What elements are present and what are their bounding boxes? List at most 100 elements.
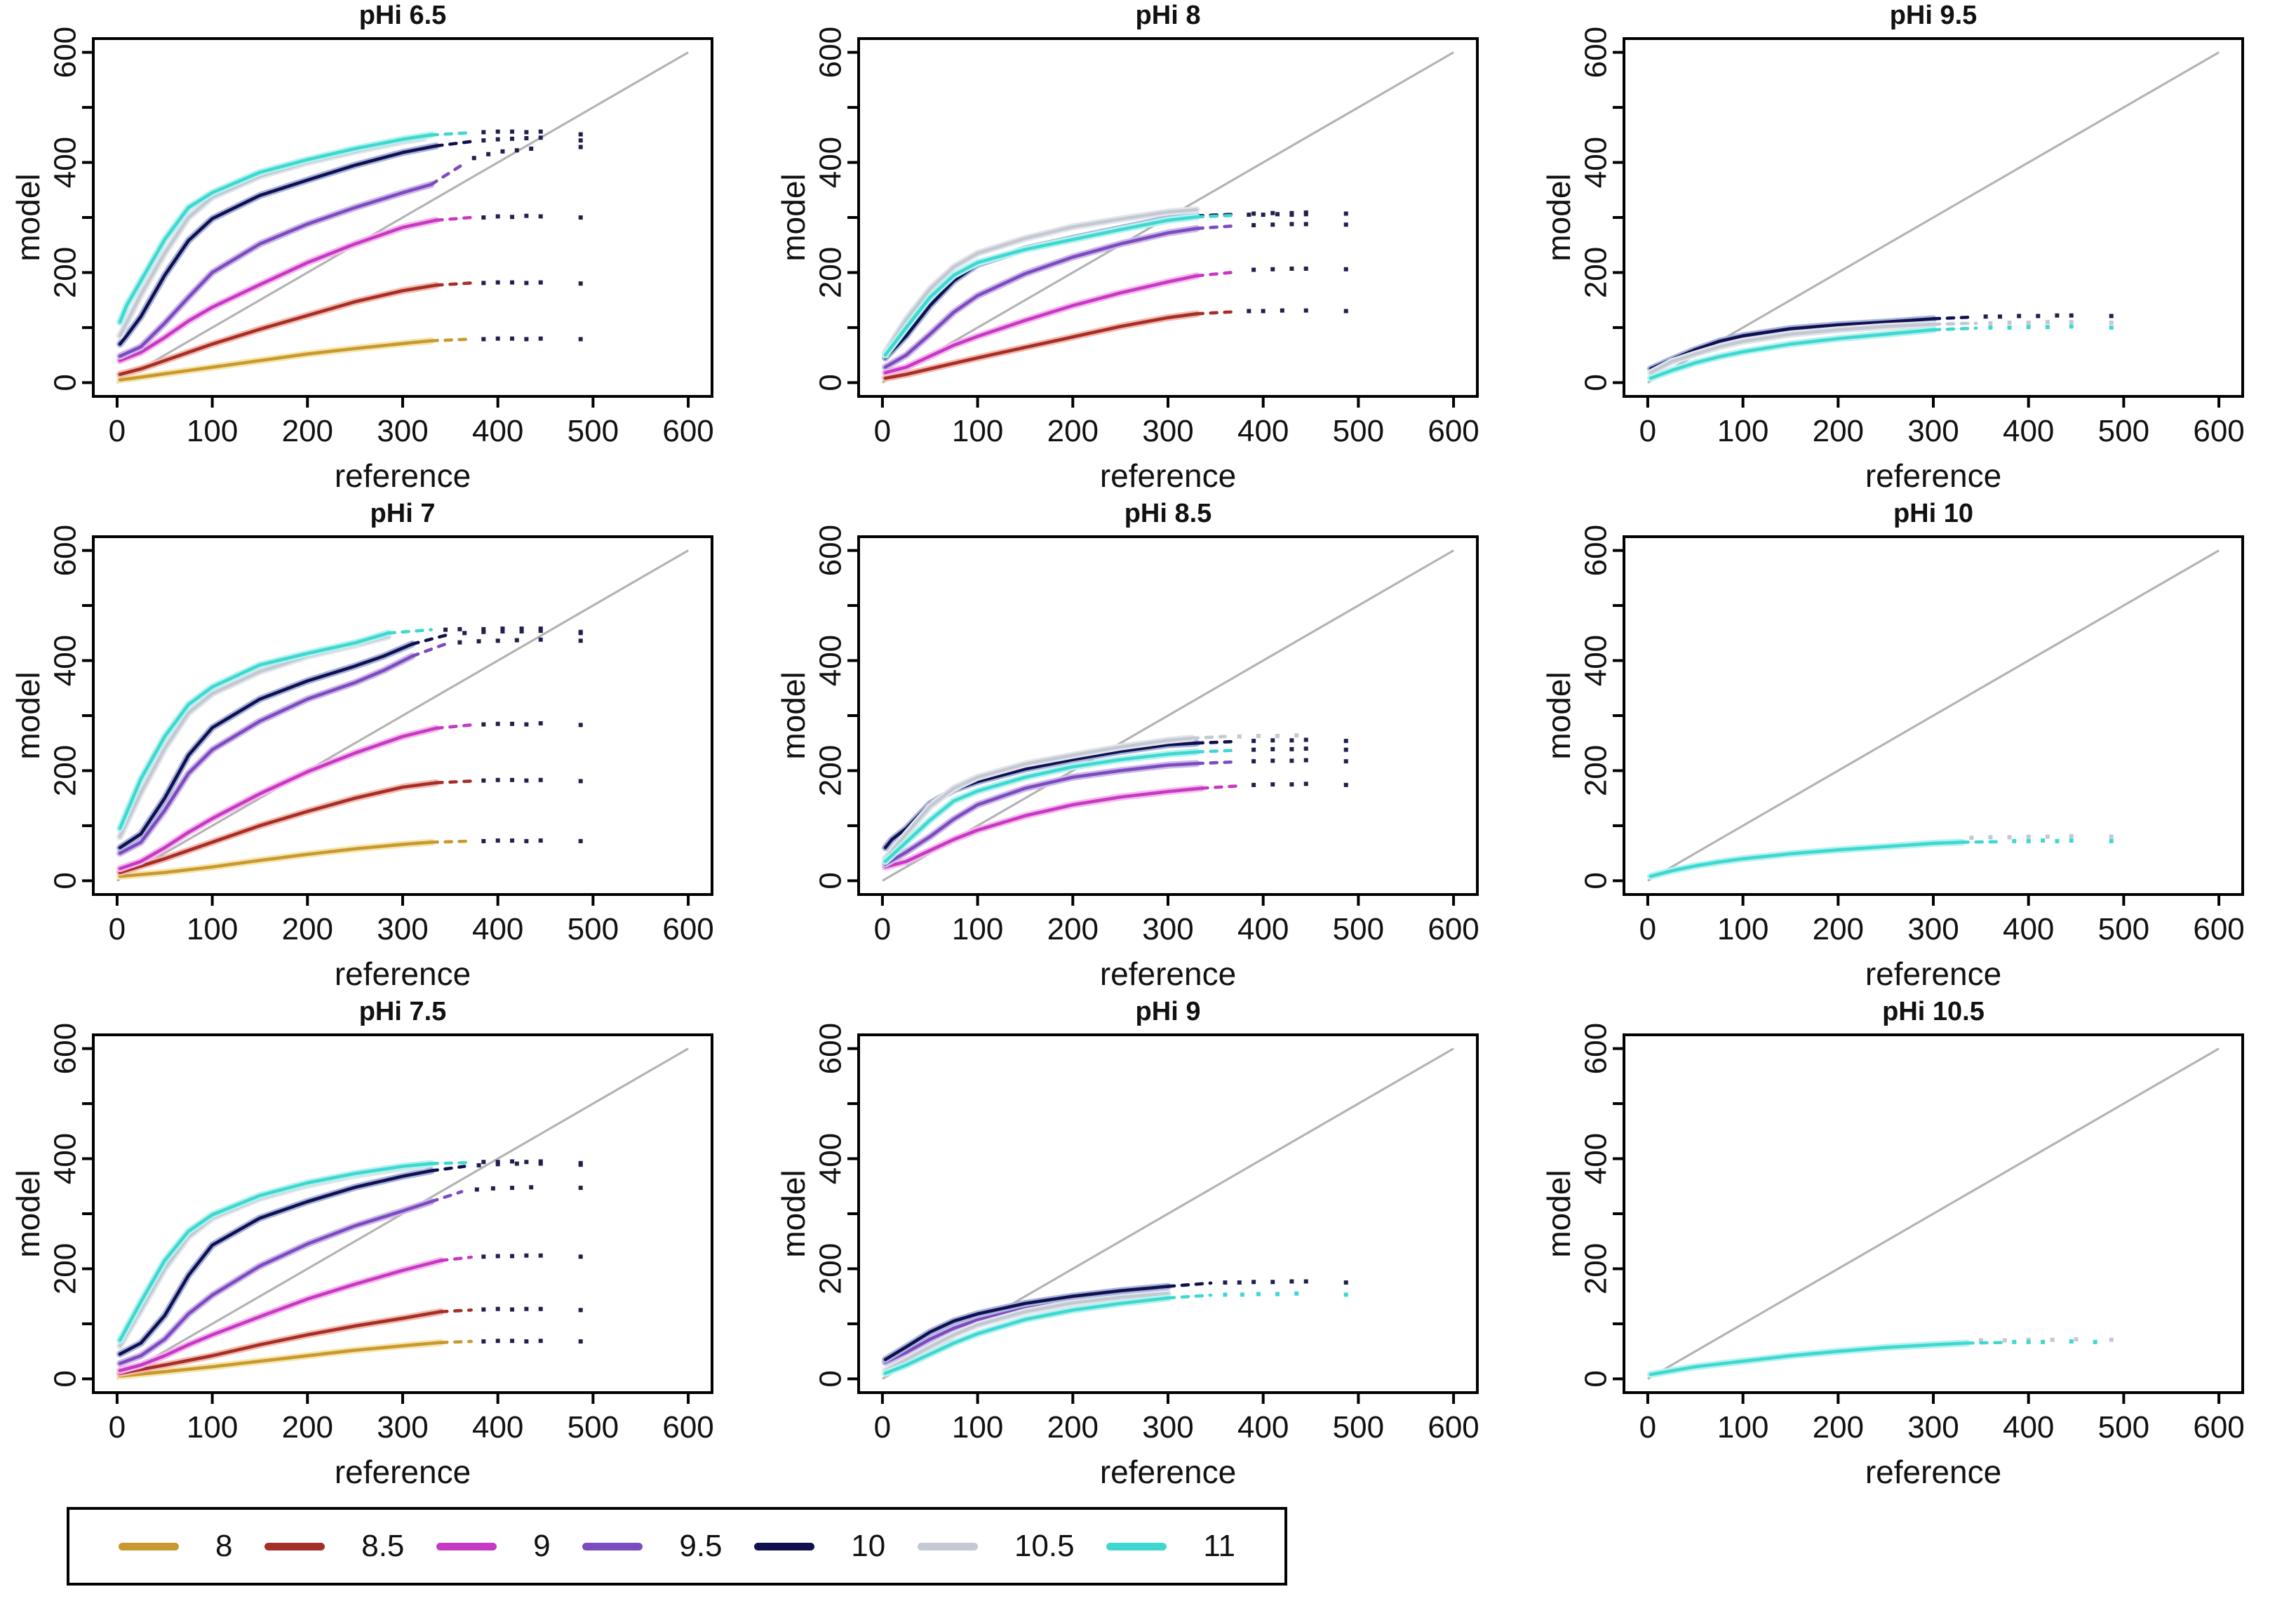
y-axis-label: model	[10, 1170, 46, 1257]
x-tick-label: 100	[1717, 912, 1768, 946]
series-10	[881, 1279, 1348, 1363]
y-tick-label: 0	[48, 374, 83, 391]
series-11	[881, 746, 1348, 865]
x-tick-label: 0	[1639, 414, 1656, 448]
series-10.5	[881, 1289, 1172, 1374]
chart-panel-phi-6-5: pHi 6.5 0 100 200 300 400 500 600 0 200 400 600 refe…	[0, 0, 765, 498]
y-tick-label: 200	[1579, 745, 1613, 796]
series-11	[1646, 1339, 2097, 1379]
legend-label: 9.5	[679, 1529, 723, 1563]
x-tick-label: 100	[187, 912, 238, 946]
x-tick-label: 500	[2098, 1410, 2149, 1445]
x-tick-label: 400	[472, 912, 523, 946]
y-tick-label: 400	[48, 1133, 83, 1184]
y-tick-label: 600	[48, 1023, 83, 1074]
x-tick-label: 200	[1047, 414, 1099, 448]
panel-title: pHi 7.5	[359, 997, 447, 1026]
y-tick-label: 0	[48, 1370, 83, 1387]
x-tick-label: 200	[1047, 912, 1099, 946]
identity-line	[116, 549, 689, 882]
x-tick-label: 500	[568, 414, 619, 448]
y-tick-label: 600	[48, 525, 83, 576]
legend-item-10: 10	[754, 1529, 885, 1564]
series-11	[1646, 838, 2114, 880]
x-tick-label: 200	[1813, 414, 1864, 448]
x-tick-label: 600	[1428, 912, 1479, 946]
identity-line	[116, 51, 689, 384]
x-tick-label: 0	[874, 414, 891, 448]
series-9.5	[116, 1185, 583, 1367]
legend-label: 9	[533, 1529, 551, 1563]
legend-item-9: 9	[436, 1529, 551, 1564]
legend-line-swatch	[119, 1542, 179, 1550]
y-tick-label: 200	[48, 247, 83, 298]
legend-line-swatch	[1106, 1542, 1167, 1550]
x-axis-label: reference	[335, 1454, 471, 1490]
series-9	[881, 266, 1348, 377]
y-tick-label: 600	[1579, 525, 1613, 576]
legend-label: 11	[1203, 1529, 1235, 1563]
series-11	[881, 1291, 1348, 1377]
series-11	[881, 212, 1308, 359]
y-tick-label: 400	[1579, 635, 1613, 686]
x-tick-label: 0	[109, 1410, 126, 1445]
y-axis-label: model	[775, 173, 812, 261]
chart-panel-phi-8: pHi 8 0 100 200 300 400 500 600 0 200 400 600 refere…	[765, 0, 1531, 498]
series-10.5	[1978, 1336, 2114, 1343]
plot-svg-phi-10-5: pHi 10.5 0 100 200 300 400 500 600 0 200 400 600 ref…	[1540, 997, 2245, 1490]
plot-svg-phi-8: pHi 8 0 100 200 300 400 500 600 0 200 400 600 refere…	[775, 1, 1479, 494]
y-tick-label: 200	[814, 745, 848, 796]
series-11	[116, 129, 583, 326]
legend-line-swatch	[436, 1542, 497, 1550]
series-10.5	[1646, 320, 2114, 377]
y-tick-label: 400	[48, 137, 83, 188]
series-8.5	[881, 308, 1348, 382]
x-tick-label: 600	[2193, 1410, 2244, 1445]
y-tick-label: 200	[814, 1243, 848, 1294]
x-tick-label: 200	[282, 912, 333, 946]
y-tick-label: 0	[1579, 374, 1613, 391]
y-axis-label: model	[775, 1170, 812, 1257]
series-10.5	[1969, 833, 2114, 840]
y-tick-label: 0	[814, 374, 848, 391]
y-tick-label: 200	[48, 745, 83, 796]
series-10	[116, 135, 583, 348]
x-tick-label: 600	[1428, 1410, 1479, 1445]
y-tick-label: 400	[48, 635, 83, 686]
x-axis-label: reference	[1865, 457, 2001, 494]
series-9.5	[116, 637, 583, 857]
y-axis-label: model	[10, 671, 46, 759]
series-8	[116, 1339, 583, 1380]
series-11	[116, 627, 583, 832]
x-tick-label: 400	[472, 1410, 523, 1445]
x-tick-label: 400	[1237, 414, 1289, 448]
y-axis-label: model	[1540, 671, 1577, 759]
x-tick-label: 0	[1639, 1410, 1656, 1445]
x-tick-label: 500	[1333, 414, 1384, 448]
x-tick-label: 300	[377, 1410, 428, 1445]
x-tick-label: 0	[874, 1410, 891, 1445]
x-tick-label: 300	[377, 912, 428, 946]
chart-panel-phi-10: pHi 10 0 100 200 300 400 500 600 0 200 400 600 refer…	[1531, 498, 2296, 996]
legend-label: 10	[851, 1529, 886, 1563]
x-tick-label: 300	[1907, 912, 1959, 946]
series-11	[116, 1159, 583, 1344]
identity-line	[1647, 549, 2220, 882]
x-tick-label: 100	[1717, 1410, 1768, 1445]
x-tick-label: 500	[568, 1410, 619, 1445]
x-tick-label: 400	[2003, 1410, 2054, 1445]
y-tick-label: 600	[814, 525, 848, 576]
series-9.5	[881, 758, 1348, 868]
x-tick-label: 500	[1333, 1410, 1384, 1445]
y-tick-label: 0	[1579, 1370, 1613, 1387]
x-axis-label: reference	[1865, 1454, 2001, 1490]
y-axis-label: model	[775, 671, 812, 759]
y-tick-label: 0	[48, 872, 83, 889]
x-tick-label: 300	[377, 414, 428, 448]
x-tick-label: 400	[472, 414, 523, 448]
chart-panel-phi-9: pHi 9 0 100 200 300 400 500 600 0 200 400 600 refere…	[765, 996, 1531, 1494]
chart-panel-phi-8-5: pHi 8.5 0 100 200 300 400 500 600 0 200 400 600 refe…	[765, 498, 1531, 996]
x-tick-label: 400	[2003, 414, 2054, 448]
x-tick-label: 500	[2098, 414, 2149, 448]
chart-panel-phi-10-5: pHi 10.5 0 100 200 300 400 500 600 0 200 400 600 ref…	[1531, 996, 2296, 1494]
